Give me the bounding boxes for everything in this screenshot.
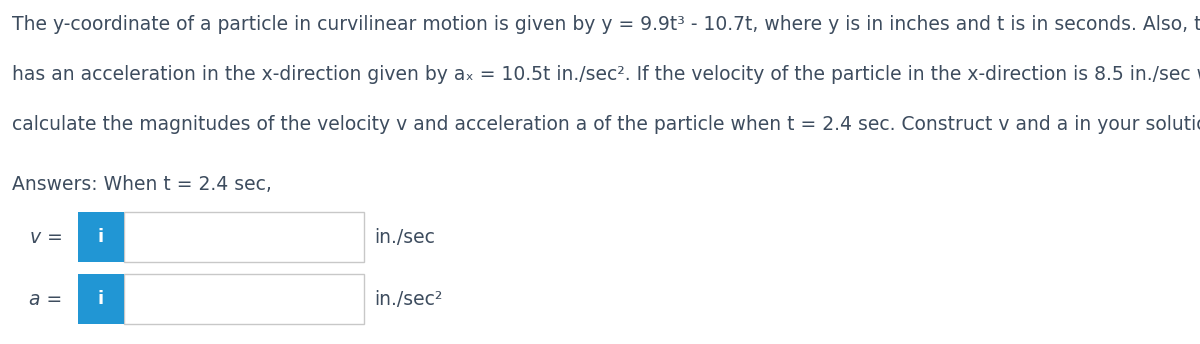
FancyBboxPatch shape — [124, 275, 364, 324]
Text: in./sec: in./sec — [374, 228, 436, 247]
Text: i: i — [97, 228, 104, 246]
FancyBboxPatch shape — [78, 213, 124, 262]
Text: a =: a = — [29, 290, 62, 309]
Text: v =: v = — [30, 228, 62, 247]
Text: has an acceleration in the x-direction given by aₓ = 10.5t in./sec². If the velo: has an acceleration in the x-direction g… — [12, 65, 1200, 84]
Text: Answers: When t = 2.4 sec,: Answers: When t = 2.4 sec, — [12, 175, 272, 194]
FancyBboxPatch shape — [124, 213, 364, 262]
Text: The y-coordinate of a particle in curvilinear motion is given by y = 9.9t³ - 10.: The y-coordinate of a particle in curvil… — [12, 15, 1200, 34]
Text: calculate the magnitudes of the velocity v and acceleration a of the particle wh: calculate the magnitudes of the velocity… — [12, 115, 1200, 134]
Text: i: i — [97, 290, 104, 308]
Text: in./sec²: in./sec² — [374, 290, 443, 309]
FancyBboxPatch shape — [78, 275, 124, 324]
